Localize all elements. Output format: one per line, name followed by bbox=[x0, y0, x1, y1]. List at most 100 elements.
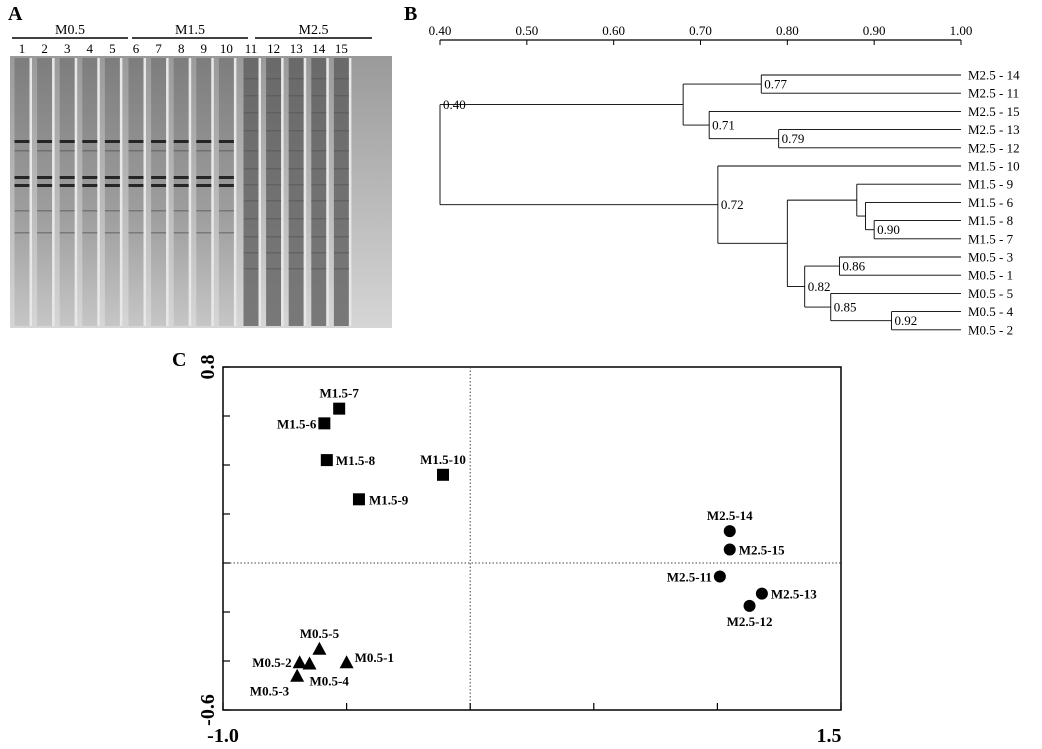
gel-band bbox=[59, 176, 75, 179]
gel-band bbox=[218, 176, 234, 179]
gel-band bbox=[243, 218, 259, 220]
gel-lane-gap bbox=[258, 58, 261, 326]
gel-band bbox=[311, 168, 327, 170]
gel-band bbox=[14, 184, 30, 187]
panel-label-b: B bbox=[404, 3, 417, 25]
dendrogram-node-label: 0.86 bbox=[842, 259, 865, 274]
dendrogram-leaf-label: M1.5 - 9 bbox=[968, 177, 1013, 192]
gel-band bbox=[311, 236, 327, 238]
gel-band bbox=[266, 236, 282, 238]
dendrogram-leaf-label: M0.5 - 4 bbox=[968, 304, 1014, 319]
gel-band bbox=[196, 150, 212, 152]
gel-lane-label-15: 15 bbox=[335, 41, 348, 56]
gel-lane-12 bbox=[266, 58, 282, 326]
gel-lane-4 bbox=[82, 58, 98, 326]
gel-band bbox=[288, 268, 304, 270]
dendrogram-node-label: 0.92 bbox=[895, 313, 918, 328]
gel-band bbox=[196, 140, 212, 143]
gel-band bbox=[151, 176, 167, 179]
gel-band bbox=[266, 168, 282, 170]
gel-band bbox=[266, 252, 282, 254]
gel-band bbox=[59, 210, 75, 212]
gel-lane-label-7: 7 bbox=[155, 41, 162, 56]
gel-band bbox=[266, 130, 282, 132]
gel-band bbox=[243, 150, 259, 152]
scatter-point-triangle bbox=[302, 656, 317, 670]
gel-lane-gap bbox=[281, 58, 284, 326]
dendrogram-leaf-label: M0.5 - 1 bbox=[968, 268, 1013, 283]
gel-band bbox=[37, 210, 53, 212]
gel-band bbox=[243, 78, 259, 80]
gel-band bbox=[288, 200, 304, 202]
gel-group-label-M1.5: M1.5 bbox=[175, 23, 205, 38]
gel-band bbox=[288, 95, 304, 97]
gel-band bbox=[128, 150, 144, 152]
gel-band bbox=[37, 150, 53, 152]
scatter-x-tick-label: -1.0 bbox=[207, 725, 239, 747]
gel-band bbox=[311, 78, 327, 80]
scatter-point-label: M2.5-14 bbox=[707, 508, 753, 523]
scatter-point-label: M0.5-2 bbox=[252, 655, 291, 670]
gel-lane-13 bbox=[288, 58, 304, 326]
pca-scatter: -1.0 1.5 0.8 -0.6 M1.5-7M1.5-6 M1.5-8 M1.5-10… bbox=[197, 355, 842, 747]
dendrogram-node-label: 0.90 bbox=[877, 222, 900, 237]
gel-band bbox=[218, 150, 234, 152]
gel-band bbox=[82, 140, 98, 143]
dendrogram-leaf-label: M0.5 - 5 bbox=[968, 286, 1013, 301]
gel-band bbox=[288, 150, 304, 152]
gel-band bbox=[243, 168, 259, 170]
gel-band bbox=[311, 218, 327, 220]
scatter-point-label: M2.5-13 bbox=[771, 587, 817, 602]
gel-band bbox=[333, 112, 349, 114]
gel-band bbox=[37, 184, 53, 187]
dendrogram-tick-label: 0.90 bbox=[863, 23, 886, 38]
scatter-x-tick-label: 1.5 bbox=[817, 725, 842, 747]
gel-band bbox=[288, 184, 304, 186]
gel-lane-14 bbox=[311, 58, 327, 326]
gel-band bbox=[288, 236, 304, 238]
gel-lane-gap bbox=[166, 58, 169, 326]
gel-band bbox=[14, 150, 30, 152]
gel-band bbox=[104, 176, 120, 179]
gel-band bbox=[333, 130, 349, 132]
gel-lane-8 bbox=[173, 58, 189, 326]
scatter-y-tick-label: 0.8 bbox=[197, 355, 219, 380]
dendrogram-ticks: 0.40 0.50 0.60 0.70 0.80 0.90 1.00 bbox=[429, 23, 972, 45]
gel-band bbox=[311, 252, 327, 254]
dendrogram-leaf-label: M1.5 - 10 bbox=[968, 159, 1020, 174]
scatter-point-triangle bbox=[339, 655, 354, 669]
gel-band bbox=[288, 78, 304, 80]
dendrogram-leaf-labels: M2.5 - 14 M2.5 - 11 M2.5 - 15 M2.5 - 13 M2.5… bbox=[968, 68, 1020, 338]
gel-lane-gap bbox=[143, 58, 146, 326]
gel-band bbox=[243, 95, 259, 97]
gel-band bbox=[288, 218, 304, 220]
scatter-zero-lines bbox=[223, 367, 841, 710]
gel-band bbox=[128, 210, 144, 212]
gel-lane-7 bbox=[151, 58, 167, 326]
gel-band bbox=[104, 150, 120, 152]
gel-lane-2 bbox=[37, 58, 53, 326]
gel-band bbox=[311, 200, 327, 202]
gel-lane-15 bbox=[333, 58, 349, 326]
gel-band bbox=[14, 140, 30, 143]
gel-band bbox=[243, 184, 259, 186]
gel-band bbox=[173, 210, 189, 212]
dendrogram: 0.40 0.50 0.60 0.70 0.80 0.90 1.00 0.770.790.7… bbox=[429, 23, 1021, 337]
scatter-ticks: -1.0 1.5 0.8 -0.6 bbox=[197, 355, 842, 747]
gel-band bbox=[173, 140, 189, 143]
gel-lane-gap bbox=[348, 58, 352, 326]
gel-band bbox=[311, 112, 327, 114]
gel-band bbox=[266, 184, 282, 186]
gel-band bbox=[173, 176, 189, 179]
gel-band bbox=[266, 112, 282, 114]
gel-band bbox=[173, 232, 189, 234]
gel-band bbox=[196, 232, 212, 234]
gel-lane-10 bbox=[218, 58, 234, 326]
gel-band bbox=[311, 130, 327, 132]
gel-band bbox=[128, 232, 144, 234]
gel-lane-6 bbox=[128, 58, 144, 326]
panel-label-a: A bbox=[8, 3, 23, 25]
gel-band bbox=[151, 140, 167, 143]
